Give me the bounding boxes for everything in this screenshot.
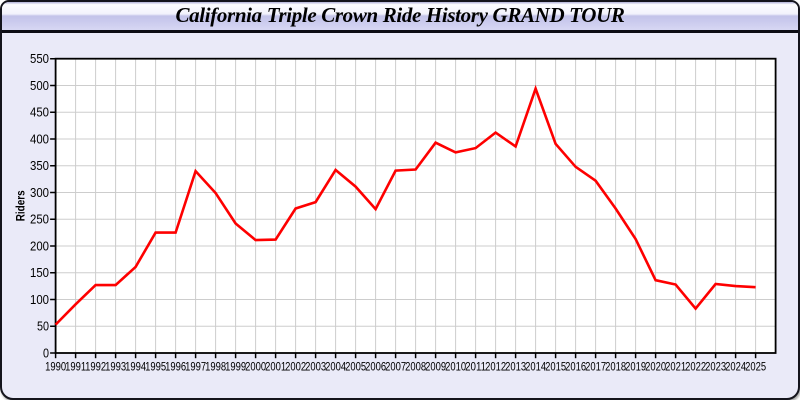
svg-text:2017: 2017 [585, 360, 606, 374]
svg-text:2024: 2024 [725, 360, 746, 374]
svg-text:2019: 2019 [625, 360, 646, 374]
svg-text:200: 200 [30, 238, 49, 253]
svg-text:2001: 2001 [265, 360, 286, 374]
svg-text:1994: 1994 [125, 360, 146, 374]
svg-text:2011: 2011 [465, 360, 486, 374]
svg-text:2013: 2013 [505, 360, 526, 374]
svg-text:1992: 1992 [85, 360, 106, 374]
svg-text:Riders: Riders [14, 190, 28, 221]
svg-text:2006: 2006 [365, 360, 386, 374]
svg-text:2005: 2005 [345, 360, 366, 374]
svg-text:2016: 2016 [565, 360, 586, 374]
svg-text:2021: 2021 [665, 360, 686, 374]
svg-text:2007: 2007 [385, 360, 406, 374]
svg-text:2008: 2008 [405, 360, 426, 374]
svg-text:2014: 2014 [525, 360, 546, 374]
svg-text:250: 250 [30, 212, 49, 227]
svg-text:2022: 2022 [685, 360, 706, 374]
svg-text:2003: 2003 [305, 360, 326, 374]
svg-text:1996: 1996 [165, 360, 186, 374]
svg-text:2000: 2000 [245, 360, 266, 374]
svg-text:1990: 1990 [45, 360, 66, 374]
svg-text:1995: 1995 [145, 360, 166, 374]
svg-text:2015: 2015 [545, 360, 566, 374]
svg-text:150: 150 [30, 265, 49, 280]
svg-text:1993: 1993 [105, 360, 126, 374]
svg-text:50: 50 [37, 319, 49, 334]
svg-text:500: 500 [30, 78, 49, 93]
svg-text:2010: 2010 [445, 360, 466, 374]
svg-text:2012: 2012 [485, 360, 506, 374]
svg-text:2002: 2002 [285, 360, 306, 374]
svg-text:100: 100 [30, 292, 49, 307]
svg-text:2025: 2025 [745, 360, 766, 374]
svg-text:2004: 2004 [325, 360, 346, 374]
svg-text:1991: 1991 [65, 360, 86, 374]
svg-text:1997: 1997 [185, 360, 206, 374]
svg-text:450: 450 [30, 105, 49, 120]
svg-text:1998: 1998 [205, 360, 226, 374]
svg-text:300: 300 [30, 185, 49, 200]
svg-text:2018: 2018 [605, 360, 626, 374]
svg-text:550: 550 [30, 51, 49, 66]
svg-text:2023: 2023 [705, 360, 726, 374]
svg-text:2009: 2009 [425, 360, 446, 374]
svg-text:350: 350 [30, 158, 49, 173]
svg-text:1999: 1999 [225, 360, 246, 374]
svg-text:2020: 2020 [645, 360, 666, 374]
svg-text:400: 400 [30, 131, 49, 146]
svg-text:0: 0 [43, 345, 49, 360]
